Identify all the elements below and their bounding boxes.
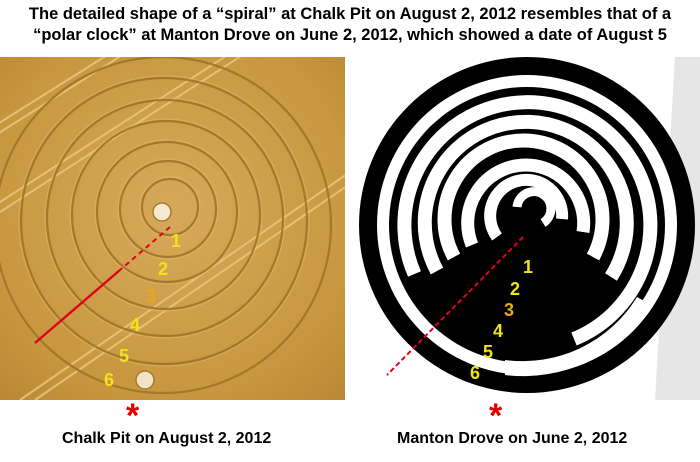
left-label-3: 3 bbox=[146, 286, 156, 306]
left-label-4: 4 bbox=[130, 315, 140, 335]
right-red-asterisk: * bbox=[489, 397, 503, 435]
chalk-pit-photo: 1 2 3 4 5 6 bbox=[0, 57, 345, 400]
right-label-4: 4 bbox=[493, 321, 503, 341]
left-label-1: 1 bbox=[171, 231, 181, 251]
right-label-5: 5 bbox=[483, 342, 493, 362]
wheat-field bbox=[0, 57, 345, 400]
right-label-2: 2 bbox=[510, 279, 520, 299]
right-label-1: 1 bbox=[523, 257, 533, 277]
page-title: The detailed shape of a “spiral” at Chal… bbox=[0, 4, 700, 46]
title-line-2: “polar clock” at Manton Drove on June 2,… bbox=[33, 26, 667, 44]
left-caption: Chalk Pit on August 2, 2012 bbox=[62, 430, 272, 447]
left-label-2: 2 bbox=[158, 259, 168, 279]
title-line-1: The detailed shape of a “spiral” at Chal… bbox=[28, 5, 672, 23]
ring-highlights bbox=[18, 75, 310, 367]
left-red-asterisk: * bbox=[126, 397, 140, 435]
left-label-6: 6 bbox=[104, 370, 114, 390]
concentric-rings bbox=[0, 57, 333, 395]
red-dashed-line bbox=[386, 236, 524, 376]
center-circle bbox=[152, 202, 172, 222]
small-circle bbox=[135, 370, 155, 390]
right-caption: Manton Drove on June 2, 2012 bbox=[397, 430, 628, 447]
left-label-5: 5 bbox=[119, 346, 129, 366]
lower-spiral-arm bbox=[505, 297, 651, 377]
spiral-arcs bbox=[397, 95, 658, 346]
manton-drove-diagram: 1 2 3 4 5 6 bbox=[355, 57, 700, 400]
red-dashed-line bbox=[34, 226, 171, 344]
right-label-6: 6 bbox=[470, 363, 480, 383]
right-label-3: 3 bbox=[504, 300, 514, 320]
